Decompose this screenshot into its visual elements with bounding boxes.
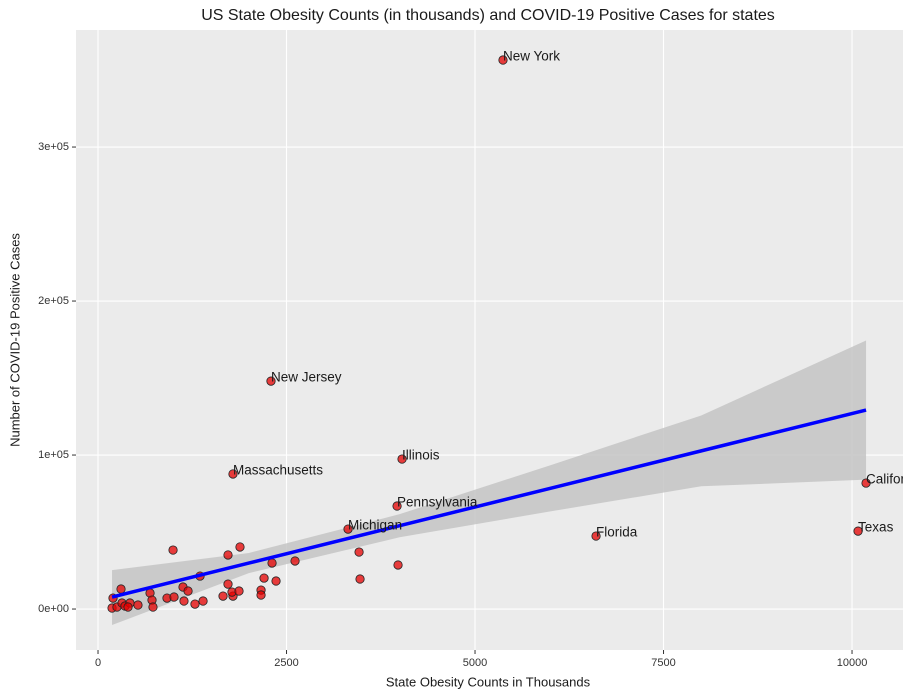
point <box>235 542 245 552</box>
y-tick-label: 2e+05 <box>38 295 69 307</box>
point <box>234 586 244 596</box>
x-tick-label: 5000 <box>463 657 487 669</box>
point-label: New York <box>503 49 560 64</box>
point <box>354 547 364 557</box>
point <box>148 602 158 612</box>
point <box>223 579 233 589</box>
point <box>183 586 193 596</box>
point-label: Michigan <box>348 518 402 533</box>
x-tick-label: 7500 <box>651 657 675 669</box>
point-label: Pennsylvania <box>397 495 478 510</box>
y-axis-label: Number of COVID-19 Positive Cases <box>7 233 22 447</box>
y-tick-label: 1e+05 <box>38 449 69 461</box>
x-tick-label: 10000 <box>837 657 868 669</box>
point <box>392 501 402 511</box>
point <box>498 55 508 65</box>
point-label: Illinois <box>402 448 440 463</box>
grid <box>76 30 903 650</box>
x-axis-label: State Obesity Counts in Thousands <box>386 674 591 689</box>
point <box>218 591 228 601</box>
point-label: Florida <box>596 525 638 540</box>
confidence-band <box>112 340 867 626</box>
point <box>267 558 277 568</box>
point <box>123 602 133 612</box>
point <box>861 478 871 488</box>
point <box>266 376 276 386</box>
point <box>133 600 143 610</box>
point-label: Massachusetts <box>233 463 323 478</box>
point <box>198 596 208 606</box>
point <box>228 469 238 479</box>
point <box>271 576 281 586</box>
fit-line <box>111 408 867 599</box>
point-label: Texas <box>858 520 894 535</box>
point <box>343 524 353 534</box>
point <box>290 556 300 566</box>
point <box>116 584 126 594</box>
point <box>168 545 178 555</box>
y-tick-label: 3e+05 <box>38 141 69 153</box>
plot-panel <box>76 30 903 650</box>
x-tick-label: 0 <box>95 657 101 669</box>
point <box>179 596 189 606</box>
point-label: California <box>866 472 911 487</box>
point <box>853 526 863 536</box>
plot-area: New York New Jersey Massachusetts Illinois P… <box>107 49 911 626</box>
point <box>355 574 365 584</box>
point <box>393 560 403 570</box>
point-label: New Jersey <box>271 370 342 385</box>
point <box>256 590 266 600</box>
point <box>591 531 601 541</box>
point <box>169 592 179 602</box>
point <box>259 573 269 583</box>
chart-title: US State Obesity Counts (in thousands) a… <box>201 7 775 24</box>
point <box>223 550 233 560</box>
point <box>397 454 407 464</box>
y-tick-label: 0e+00 <box>38 603 69 615</box>
x-tick-label: 2500 <box>274 657 298 669</box>
point <box>190 599 200 609</box>
